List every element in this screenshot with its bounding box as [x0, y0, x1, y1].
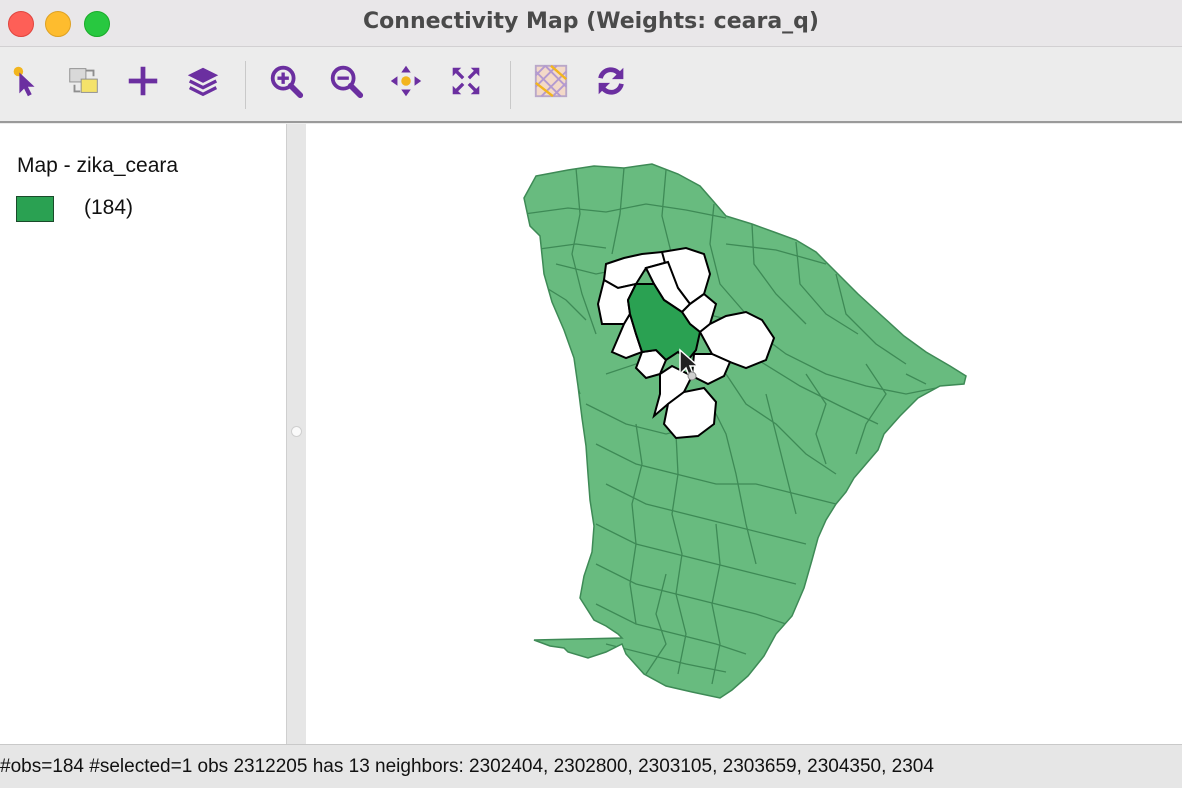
maximize-window-button[interactable] [84, 11, 110, 37]
zoom-in-icon [270, 65, 304, 99]
toolbar [0, 47, 1182, 123]
legend-item-label: (184) [84, 196, 134, 219]
select-tool-button[interactable] [4, 59, 48, 103]
minimize-window-button[interactable] [45, 11, 71, 37]
pan-icon [390, 65, 422, 97]
refresh-button[interactable] [589, 59, 633, 103]
zoom-out-icon [330, 65, 364, 99]
title-bar: Connectivity Map (Weights: ceara_q) [0, 0, 1182, 47]
basemap-icon [534, 64, 568, 98]
fit-extent-icon [452, 67, 480, 95]
add-button[interactable] [121, 59, 165, 103]
basemap-button[interactable] [529, 59, 573, 103]
select-table-button[interactable] [62, 59, 106, 103]
zoom-in-button[interactable] [264, 59, 308, 103]
region-municipalities [523, 163, 967, 699]
neighbor-south-center[interactable] [662, 386, 718, 440]
fit-extent-button[interactable] [444, 59, 488, 103]
legend-title: Map - zika_ceara [17, 154, 179, 177]
connectivity-map[interactable] [306, 124, 1182, 744]
close-window-button[interactable] [8, 11, 34, 37]
zoom-out-button[interactable] [324, 59, 368, 103]
legend-swatch[interactable] [16, 196, 54, 222]
select-table-icon [69, 68, 98, 93]
status-text: #obs=184 #selected=1 obs 2312205 has 13 … [0, 756, 934, 777]
ceara-state-outline [523, 163, 967, 699]
neighbor-municipalities [596, 246, 776, 440]
layers-icon [187, 67, 219, 97]
status-bar: #obs=184 #selected=1 obs 2312205 has 13 … [0, 744, 1182, 788]
legend-panel: Map - zika_ceara (184) [0, 124, 287, 744]
select-pointer-icon [13, 66, 35, 97]
toolbar-separator [510, 61, 511, 109]
splitter-handle[interactable] [291, 426, 302, 437]
map-canvas[interactable] [306, 124, 1182, 744]
panel-splitter[interactable] [287, 124, 306, 744]
refresh-icon [598, 67, 624, 95]
add-crosshair-icon [128, 66, 158, 96]
toolbar-separator [245, 61, 246, 109]
layers-button[interactable] [181, 59, 225, 103]
mouse-cursor-icon [679, 348, 700, 381]
pan-button[interactable] [384, 59, 428, 103]
window-title: Connectivity Map (Weights: ceara_q) [363, 9, 819, 34]
